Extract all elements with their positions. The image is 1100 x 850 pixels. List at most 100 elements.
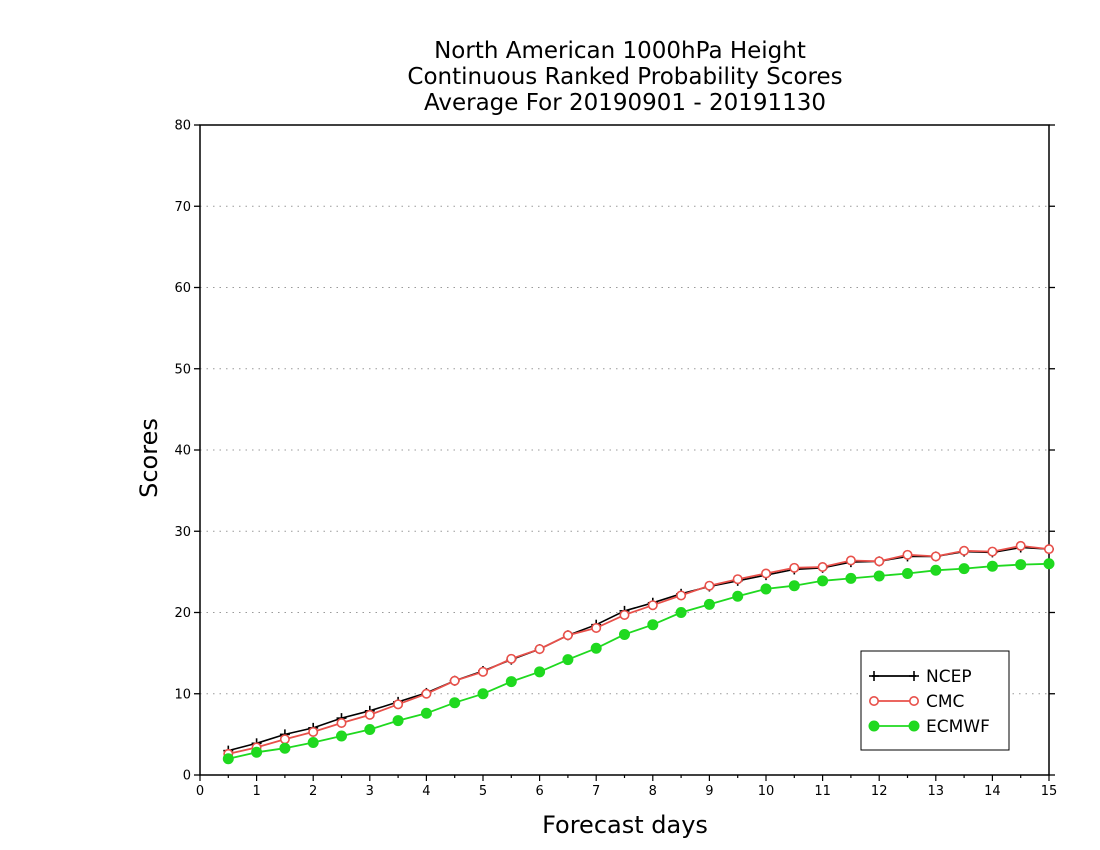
y-tick-label-40: 40 [174,444,191,459]
point-ecmwf-8 [647,619,659,631]
point-cmc-9.5 [732,574,743,585]
point-cmc-15 [1044,544,1055,555]
point-ecmwf-9 [703,598,715,610]
y-tick-label-30: 30 [174,525,191,540]
legend-entry-cmc: CMC [868,692,964,712]
point-ecmwf-10 [760,583,772,595]
point-cmc-10.5 [789,562,800,573]
point-ecmwf-5 [477,688,489,700]
point-cmc-13 [930,551,941,562]
point-cmc-6 [534,644,545,655]
x-tick-label-15: 15 [1041,784,1058,799]
point-cmc-3.5 [393,699,404,710]
point-cmc-7 [591,622,602,633]
chart-title-line-3: Average For 20190901 - 20191130 [424,90,826,116]
x-tick-label-9: 9 [705,784,713,799]
y-tick-label-80: 80 [174,119,191,134]
point-cmc-6.5 [562,630,573,641]
x-tick-label-6: 6 [535,784,543,799]
legend-marker-ecmwf-right [908,720,920,732]
point-cmc-12 [874,556,885,567]
y-axis-label: Scores [135,418,163,498]
x-tick-label-5: 5 [479,784,487,799]
legend: NCEP CMC ECMWF [860,650,1010,751]
point-ecmwf-9.5 [732,590,744,602]
x-tick-label-14: 14 [984,784,1001,799]
point-cmc-4.5 [449,675,460,686]
y-tick-label-0: 0 [183,769,191,784]
point-ecmwf-14 [986,560,998,572]
gridlines [200,205,1049,695]
x-tick-label-2: 2 [309,784,317,799]
point-ecmwf-5.5 [505,676,517,688]
point-ecmwf-1.5 [279,742,291,754]
x-tick-label-3: 3 [366,784,374,799]
point-ecmwf-1 [251,746,263,758]
point-ecmwf-11.5 [845,572,857,584]
chart-title: North American 1000hPa Height Continuous… [407,38,842,116]
x-tick-label-7: 7 [592,784,600,799]
point-cmc-9 [704,580,715,591]
y-tick-label-20: 20 [174,606,191,621]
point-cmc-12.5 [902,549,913,560]
legend-label-cmc: CMC [926,692,964,712]
point-ecmwf-3.5 [392,715,404,727]
x-tick-label-12: 12 [871,784,888,799]
point-cmc-7.5 [619,609,630,620]
legend-marker-ncep-left [869,671,879,681]
x-tick-label-10: 10 [758,784,775,799]
point-ecmwf-2 [307,737,319,748]
legend-entry-ecmwf: ECMWF [868,717,990,737]
point-ecmwf-7 [590,642,602,654]
x-tick-label-13: 13 [928,784,945,799]
point-ecmwf-2.5 [336,730,347,742]
series-lines [222,540,1055,765]
point-ecmwf-6 [534,666,546,678]
point-cmc-11 [817,561,828,572]
chart-title-line-1: North American 1000hPa Height [434,38,806,64]
legend-marker-cmc-left [868,695,879,706]
point-ecmwf-13 [930,564,942,576]
legend-entry-ncep: NCEP [869,667,972,687]
point-cmc-2.5 [336,717,347,728]
x-tick-label-4: 4 [422,784,430,799]
point-ecmwf-12.5 [902,568,913,579]
point-cmc-13.5 [959,545,970,556]
legend-marker-ecmwf-left [868,720,880,732]
x-tick-label-1: 1 [252,784,260,799]
point-ecmwf-4 [420,707,432,719]
point-cmc-2 [308,726,319,737]
chart-title-line-2: Continuous Ranked Probability Scores [407,64,842,90]
point-ecmwf-7.5 [619,628,630,640]
y-tick-label-10: 10 [174,687,191,702]
point-cmc-14.5 [1015,540,1026,551]
point-ecmwf-4.5 [449,697,461,709]
legend-marker-ncep-right [909,671,919,681]
x-tick-label-0: 0 [196,784,204,799]
point-cmc-5.5 [506,653,517,664]
y-tick-label-70: 70 [174,200,191,215]
point-ecmwf-10.5 [788,580,800,592]
x-tick-label-8: 8 [649,784,657,799]
legend-label-ncep: NCEP [926,667,972,687]
point-cmc-11.5 [845,555,856,566]
point-ecmwf-0.5 [222,753,234,765]
point-ecmwf-11 [817,575,829,587]
point-ecmwf-3 [364,724,376,735]
legend-marker-cmc-right [908,695,919,706]
point-ecmwf-8.5 [675,607,687,618]
x-tick-label-11: 11 [814,784,831,799]
point-ecmwf-13.5 [958,563,970,575]
point-cmc-10 [760,568,771,579]
point-cmc-5 [477,666,488,677]
point-ecmwf-6.5 [562,654,574,666]
y-tick-label-50: 50 [174,362,191,377]
point-cmc-1.5 [279,734,290,745]
point-cmc-8.5 [676,590,687,601]
x-axis-label: Forecast days [542,811,708,839]
point-ecmwf-15 [1043,558,1055,570]
point-cmc-4 [421,688,432,699]
y-tick-label-60: 60 [174,281,191,296]
